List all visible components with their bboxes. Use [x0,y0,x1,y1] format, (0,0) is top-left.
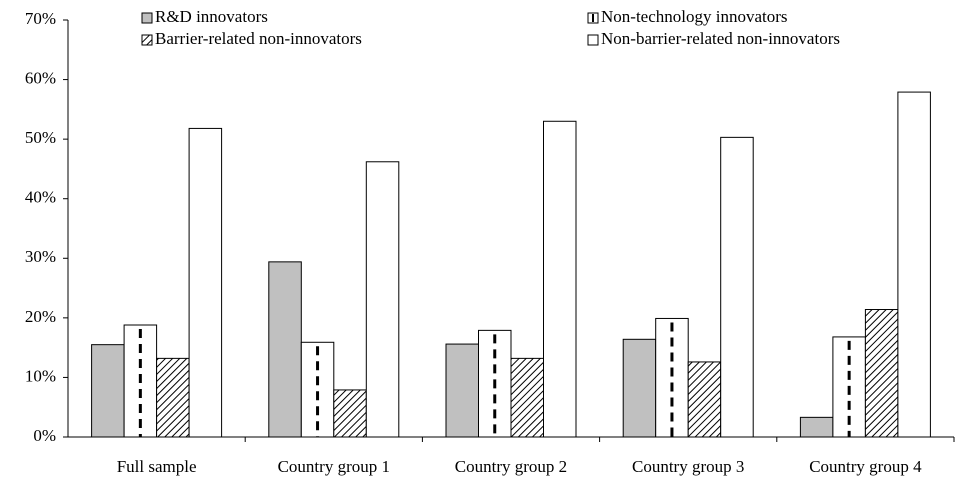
x-tick-label: Country group 4 [809,457,922,476]
bar [445,343,479,438]
legend-swatch [587,34,599,46]
bar [156,357,190,438]
legend-label: R&D innovators [155,7,268,26]
y-tick-label: 0% [33,426,56,445]
bar [188,127,223,438]
bar [510,357,544,438]
bar [91,344,125,438]
y-tick-label: 60% [25,68,56,87]
x-tick-label: Country group 1 [278,457,390,476]
y-tick-label: 20% [25,307,56,326]
x-tick-label: Full sample [117,457,197,476]
bar [333,389,367,438]
y-tick-label: 50% [25,128,56,147]
bar [864,309,899,438]
bar [897,91,931,438]
bar [622,338,657,438]
bar [268,261,302,438]
y-tick-label: 70% [25,9,56,28]
legend-swatch [141,12,153,24]
legend-label: Non-barrier-related non-innovators [601,29,840,48]
y-tick-label: 30% [25,247,56,266]
bar [543,120,577,438]
x-tick-label: Country group 2 [455,457,567,476]
bar [799,416,834,438]
bar [687,361,722,438]
bar [720,136,754,438]
bar [365,161,400,438]
y-tick-label: 40% [25,188,56,207]
y-tick-label: 10% [25,366,56,385]
legend-label: Non-technology innovators [601,7,788,26]
x-tick-label: Country group 3 [632,457,744,476]
legend-label: Barrier-related non-innovators [155,29,362,48]
legend-swatch [141,34,153,46]
